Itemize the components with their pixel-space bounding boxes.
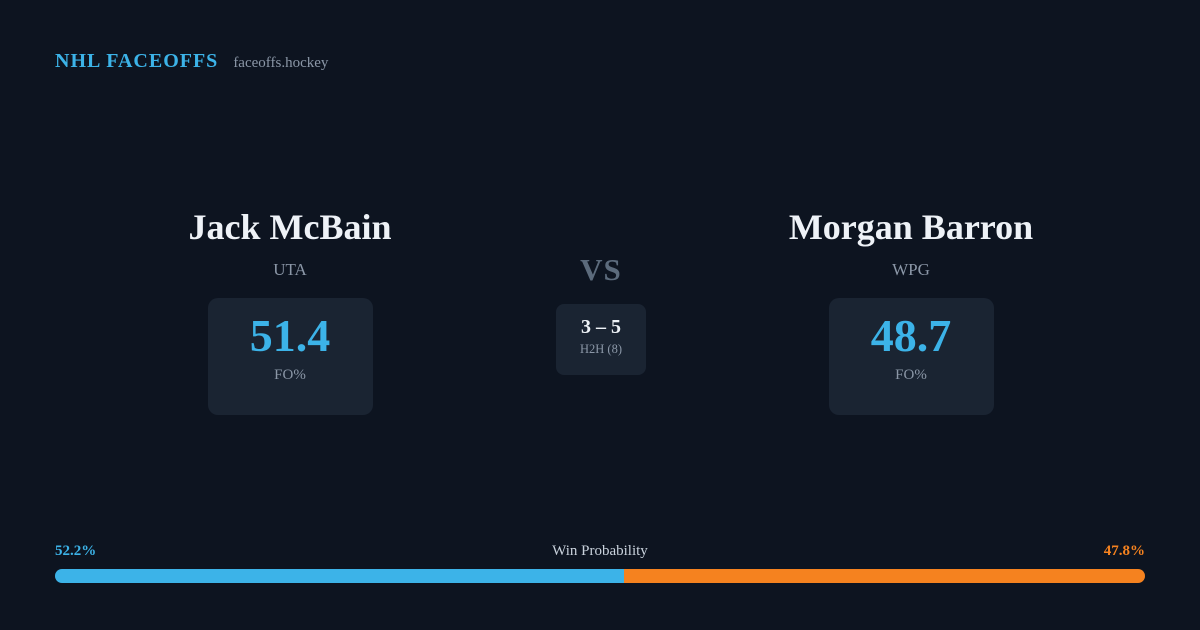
player-right-stat-label: FO% xyxy=(895,367,927,384)
player-left-name: Jack McBain xyxy=(188,207,392,247)
player-right-fo-pct: 48.7 xyxy=(870,309,952,361)
winprob-bar xyxy=(55,569,1145,583)
h2h-card: 3 – 5 H2H (8) xyxy=(556,304,646,375)
winprob-bar-right xyxy=(623,569,1145,583)
matchup-center: VS 3 – 5 H2H (8) xyxy=(521,252,681,375)
header: NHL FACEOFFS faceoffs.hockey xyxy=(55,50,328,73)
player-left-stat-label: FO% xyxy=(274,367,306,384)
h2h-label: H2H (8) xyxy=(579,342,622,356)
player-left-fo-pct: 51.4 xyxy=(249,309,331,361)
winprob-left-pct: 52.2% xyxy=(55,543,97,559)
h2h-score: 3 – 5 xyxy=(581,316,621,338)
vs-label: VS xyxy=(580,252,622,287)
player-left-team: UTA xyxy=(273,259,307,279)
player-right: Morgan Barron WPG 48.7 FO% xyxy=(741,207,1081,415)
winprob-right-pct: 47.8% xyxy=(1103,543,1145,559)
brand-title: NHL FACEOFFS xyxy=(55,50,219,72)
player-right-stat-card: 48.7 FO% xyxy=(828,297,994,415)
winprob-title: Win Probability xyxy=(552,543,648,559)
player-right-team: WPG xyxy=(892,259,930,279)
site-url: faceoffs.hockey xyxy=(233,55,329,71)
winprob-bar-left xyxy=(55,569,624,583)
player-left-stat-card: 51.4 FO% xyxy=(207,297,373,415)
player-right-name: Morgan Barron xyxy=(788,207,1034,247)
winprob-labels: 52.2% Win Probability 47.8% xyxy=(55,543,1145,560)
player-left: Jack McBain UTA 51.4 FO% xyxy=(120,207,460,415)
